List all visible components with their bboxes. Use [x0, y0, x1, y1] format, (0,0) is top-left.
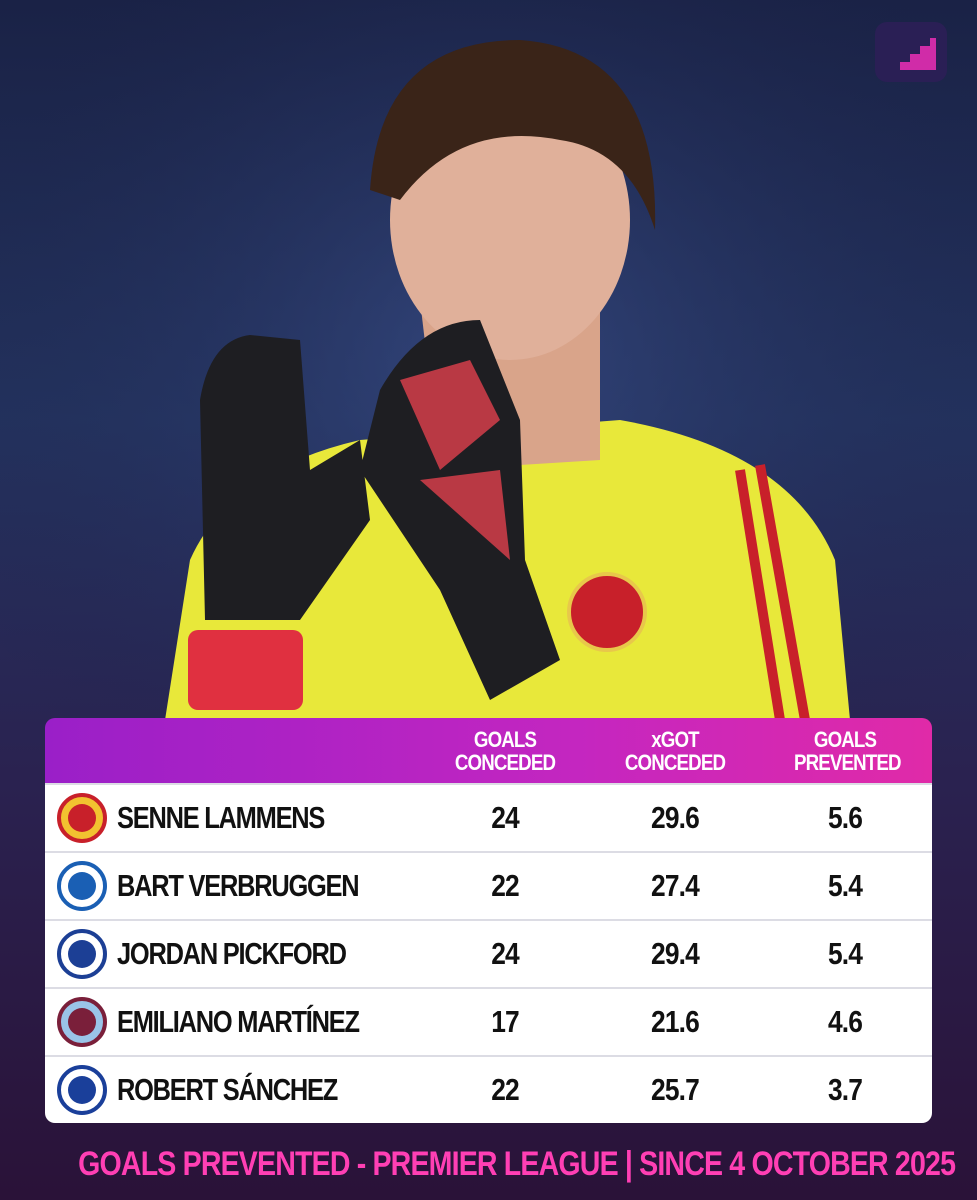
stat-value: 29.4 [651, 936, 700, 971]
name-cell: EMILIANO MARTÍNEZ [45, 997, 420, 1047]
table-row: ROBERT SÁNCHEZ 22 25.7 3.7 [45, 1055, 932, 1123]
table-row: BART VERBRUGGEN 22 27.4 5.4 [45, 851, 932, 919]
shirt-stripes [735, 464, 810, 721]
name-cell: JORDAN PICKFORD [45, 929, 420, 979]
crest-center [68, 872, 96, 900]
player-name: EMILIANO MARTÍNEZ [117, 1004, 360, 1039]
table-row: SENNE LAMMENS 24 29.6 5.6 [45, 783, 932, 851]
stat-value: 25.7 [651, 1072, 700, 1107]
player-name: JORDAN PICKFORD [117, 936, 347, 971]
brand-logo [875, 22, 947, 82]
stat-value: 22 [491, 1072, 519, 1107]
club-crest [57, 861, 107, 911]
stat-value: 5.6 [827, 800, 863, 835]
left-wrist [188, 630, 303, 710]
left-glove [200, 335, 370, 620]
stat-value: 5.4 [827, 868, 863, 903]
column-header-text: GOALS CONCEDED [454, 726, 556, 775]
crest-center [68, 1008, 96, 1036]
column-header-text: xGOT CONCEDED [624, 726, 726, 775]
name-cell: ROBERT SÁNCHEZ [45, 1065, 420, 1115]
table-row: EMILIANO MARTÍNEZ 17 21.6 4.6 [45, 987, 932, 1055]
player-name: ROBERT SÁNCHEZ [117, 1072, 338, 1107]
name-cell: SENNE LAMMENS [45, 793, 420, 843]
glove-pattern [400, 360, 510, 560]
player-name: BART VERBRUGGEN [117, 868, 360, 903]
stat-value: 5.4 [827, 936, 863, 971]
stat-value: 24 [491, 936, 519, 971]
column-header: GOALS CONCEDED [420, 718, 590, 783]
player-name: SENNE LAMMENS [117, 800, 325, 835]
column-header: xGOT CONCEDED [590, 718, 760, 783]
column-header: GOALS PREVENTED [760, 718, 930, 783]
stats-table: GOALS CONCEDED xGOT CONCEDED GOALS PREVENT… [45, 718, 932, 1123]
club-crest [57, 793, 107, 843]
club-crest [57, 929, 107, 979]
header-spacer [45, 718, 420, 783]
stat-value: 29.6 [651, 800, 700, 835]
crest-center [68, 940, 96, 968]
stat-value: 17 [491, 1004, 519, 1039]
shirt-crest [567, 572, 647, 652]
crest-center [68, 1076, 96, 1104]
logo-box [875, 22, 947, 82]
table-row: JORDAN PICKFORD 24 29.4 5.4 [45, 919, 932, 987]
stat-value: 24 [491, 800, 519, 835]
stat-value: 21.6 [651, 1004, 700, 1039]
table-header: GOALS CONCEDED xGOT CONCEDED GOALS PREVENT… [45, 718, 932, 783]
club-crest [57, 997, 107, 1047]
stat-value: 22 [491, 868, 519, 903]
stat-value: 3.7 [827, 1072, 863, 1107]
stat-value: 4.6 [827, 1004, 863, 1039]
crest-center [68, 804, 96, 832]
footer-caption: GOALS PREVENTED - PREMIER LEAGUE | SINCE… [78, 1145, 956, 1183]
stat-value: 27.4 [651, 868, 700, 903]
logo-mark [890, 38, 936, 70]
name-cell: BART VERBRUGGEN [45, 861, 420, 911]
column-header-text: GOALS PREVENTED [794, 726, 902, 775]
club-crest [57, 1065, 107, 1115]
player-hair [370, 40, 656, 230]
